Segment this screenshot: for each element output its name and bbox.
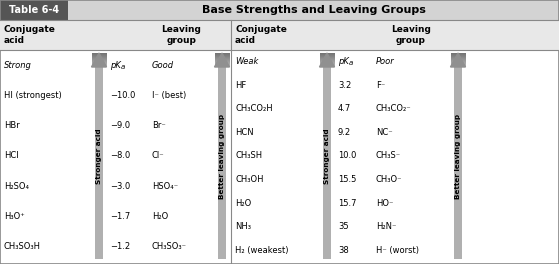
Text: pK: pK [110, 61, 121, 70]
Bar [68, 0, 559, 20]
Text: Br⁻: Br⁻ [152, 121, 166, 130]
Text: 35: 35 [338, 222, 349, 231]
Text: Cl⁻: Cl⁻ [152, 152, 164, 161]
Text: Good: Good [152, 61, 174, 70]
Bar [218, 67, 226, 259]
Text: Stronger acid: Stronger acid [324, 128, 330, 184]
Text: 38: 38 [338, 246, 349, 255]
Text: CH₃OH: CH₃OH [235, 175, 263, 184]
Text: I⁻ (best): I⁻ (best) [152, 91, 186, 100]
Polygon shape [320, 53, 334, 67]
Text: CH₃CO₂⁻: CH₃CO₂⁻ [376, 104, 411, 114]
Text: Stronger acid: Stronger acid [96, 128, 102, 184]
Text: CH₃SO₃⁻: CH₃SO₃⁻ [152, 242, 187, 251]
Text: NH₃: NH₃ [235, 222, 251, 231]
Bar [0, 0, 68, 20]
Text: HSO₄⁻: HSO₄⁻ [152, 182, 178, 191]
Text: CH₃SO₃H: CH₃SO₃H [4, 242, 41, 251]
Text: H₂O: H₂O [235, 199, 251, 208]
Text: 3.2: 3.2 [338, 81, 351, 90]
Polygon shape [451, 53, 466, 67]
Text: −9.0: −9.0 [110, 121, 130, 130]
Text: a: a [349, 60, 353, 66]
Text: Better leaving group: Better leaving group [219, 114, 225, 199]
Text: −3.0: −3.0 [110, 182, 130, 191]
Text: H₂ (weakest): H₂ (weakest) [235, 246, 288, 255]
Text: CH₃O⁻: CH₃O⁻ [376, 175, 402, 184]
Text: Table 6-4: Table 6-4 [9, 5, 59, 15]
Text: pK: pK [338, 57, 349, 66]
Text: H₂O: H₂O [152, 212, 168, 221]
Text: HBr: HBr [4, 121, 20, 130]
Text: HCl: HCl [4, 152, 18, 161]
Text: Conjugate
acid: Conjugate acid [235, 25, 287, 45]
Text: NC⁻: NC⁻ [376, 128, 392, 137]
Text: Leaving
group: Leaving group [162, 25, 201, 45]
Text: 9.2: 9.2 [338, 128, 351, 137]
Text: CH₃CO₂H: CH₃CO₂H [235, 104, 273, 114]
Text: HF: HF [235, 81, 247, 90]
Bar [95, 67, 103, 259]
Bar [323, 67, 331, 259]
Text: Strong: Strong [4, 61, 32, 70]
Text: H₂N⁻: H₂N⁻ [376, 222, 396, 231]
Text: Leaving
group: Leaving group [391, 25, 431, 45]
Text: HCN: HCN [235, 128, 254, 137]
Text: H₃O⁺: H₃O⁺ [4, 212, 25, 221]
Polygon shape [92, 53, 107, 67]
Text: F⁻: F⁻ [376, 81, 385, 90]
Text: Base Strengths and Leaving Groups: Base Strengths and Leaving Groups [202, 5, 425, 15]
Text: −10.0: −10.0 [110, 91, 135, 100]
Bar [454, 67, 462, 259]
Polygon shape [215, 53, 230, 67]
Text: CH₃SH: CH₃SH [235, 152, 262, 161]
Text: Poor: Poor [376, 57, 395, 66]
Text: Weak: Weak [235, 57, 258, 66]
Bar [0, 20, 559, 50]
Text: HO⁻: HO⁻ [376, 199, 394, 208]
Text: H₂SO₄: H₂SO₄ [4, 182, 29, 191]
Text: a: a [121, 64, 125, 70]
Text: 15.5: 15.5 [338, 175, 357, 184]
Text: Conjugate
acid: Conjugate acid [4, 25, 56, 45]
Text: Better leaving group: Better leaving group [455, 114, 461, 199]
Text: −8.0: −8.0 [110, 152, 130, 161]
Text: 15.7: 15.7 [338, 199, 357, 208]
Text: CH₃S⁻: CH₃S⁻ [376, 152, 401, 161]
Text: −1.7: −1.7 [110, 212, 130, 221]
Text: 4.7: 4.7 [338, 104, 351, 114]
Text: H⁻ (worst): H⁻ (worst) [376, 246, 419, 255]
Text: HI (strongest): HI (strongest) [4, 91, 61, 100]
Text: 10.0: 10.0 [338, 152, 357, 161]
Text: −1.2: −1.2 [110, 242, 130, 251]
